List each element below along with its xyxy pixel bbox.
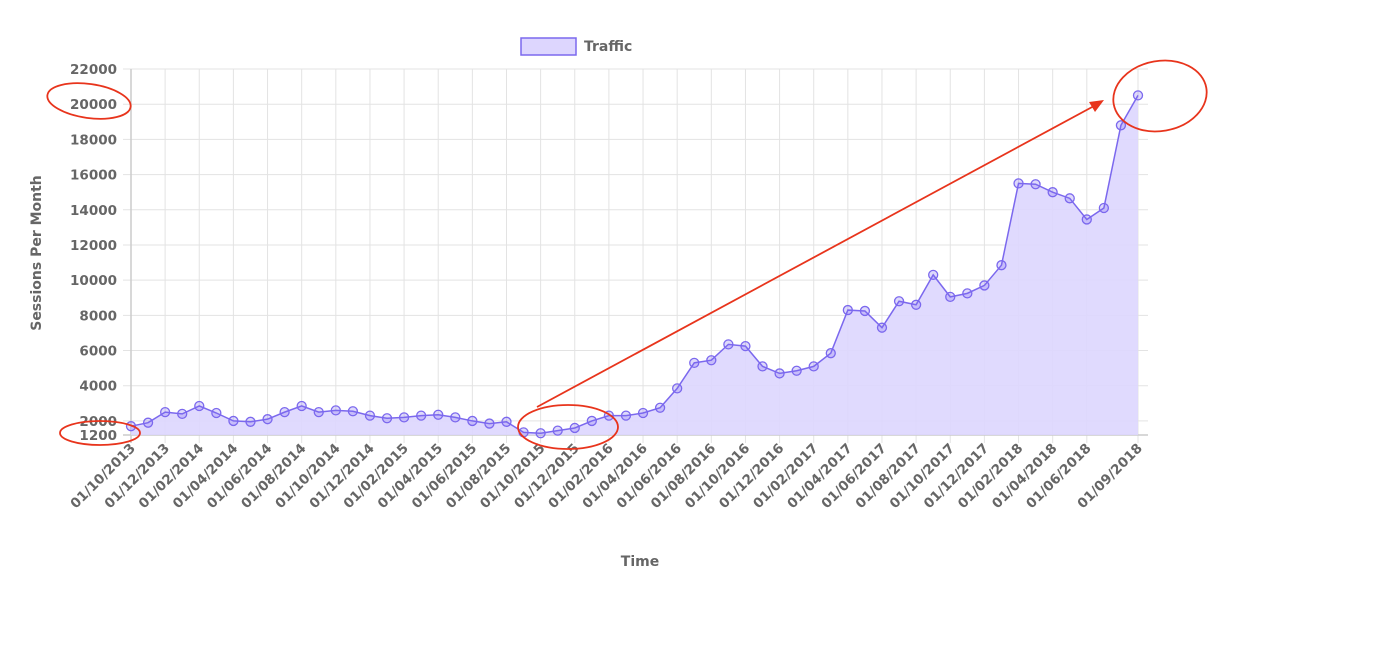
data-point[interactable]	[1132, 90, 1144, 101]
legend-label[interactable]: Traffic	[584, 39, 632, 55]
data-point[interactable]	[1098, 202, 1110, 214]
data-point[interactable]	[859, 305, 871, 317]
data-point[interactable]	[177, 408, 188, 420]
y-tick-label: 14000	[70, 203, 117, 219]
data-point[interactable]	[347, 406, 359, 417]
data-point[interactable]	[1013, 178, 1024, 189]
data-point[interactable]	[501, 416, 512, 427]
data-point[interactable]	[296, 400, 307, 412]
data-point[interactable]	[962, 288, 973, 299]
y-tick-label: 2000	[79, 414, 117, 430]
data-point[interactable]	[893, 296, 905, 307]
data-point[interactable]	[996, 260, 1007, 271]
data-point[interactable]	[808, 361, 819, 372]
data-point[interactable]	[910, 299, 922, 310]
data-point[interactable]	[535, 428, 546, 439]
arrow-head-icon	[1089, 100, 1104, 112]
annotation-ellipse-low	[517, 404, 619, 450]
data-point[interactable]	[159, 406, 171, 418]
data-point[interactable]	[672, 383, 683, 394]
legend-swatch[interactable]	[520, 37, 577, 56]
data-point[interactable]	[654, 402, 666, 413]
data-points	[125, 90, 1144, 439]
annotation-arrow-line	[536, 105, 1095, 408]
data-point[interactable]	[467, 415, 478, 427]
data-point[interactable]	[1115, 120, 1127, 131]
data-point[interactable]	[637, 407, 649, 419]
data-point[interactable]	[723, 339, 734, 350]
y-tick-label: 8000	[79, 308, 117, 324]
data-point[interactable]	[330, 405, 341, 416]
data-point[interactable]	[262, 414, 273, 425]
data-point[interactable]	[142, 417, 154, 428]
data-point[interactable]	[245, 416, 256, 427]
data-point[interactable]	[211, 407, 222, 419]
data-point[interactable]	[791, 365, 802, 376]
y-tick-label: 1200	[79, 428, 117, 444]
data-point[interactable]	[825, 348, 836, 359]
data-point[interactable]	[1030, 179, 1041, 190]
traffic-area	[130, 95, 1139, 436]
y-tick-label: 20000	[70, 97, 117, 113]
data-point[interactable]	[433, 409, 444, 420]
y-tick-label: 22000	[70, 62, 117, 78]
data-point[interactable]	[979, 280, 990, 291]
y-tick-label: 12000	[70, 238, 117, 254]
annotation-ellipse-1200	[59, 420, 141, 446]
data-point[interactable]	[1047, 187, 1058, 198]
data-point[interactable]	[689, 357, 700, 369]
y-axis-title: Sessions Per Month	[29, 175, 45, 331]
data-point[interactable]	[569, 422, 580, 434]
data-point[interactable]	[279, 406, 290, 418]
data-point[interactable]	[381, 413, 393, 424]
data-point[interactable]	[774, 368, 785, 379]
x-axis-title: Time	[621, 554, 659, 570]
data-point[interactable]	[228, 415, 239, 427]
y-tick-label: 18000	[70, 132, 117, 148]
y-tick-label: 10000	[70, 273, 117, 289]
data-point[interactable]	[757, 361, 768, 372]
data-point[interactable]	[876, 322, 888, 333]
x-axis-ticks: 01/10/201301/12/201301/02/201401/04/2014…	[67, 441, 1145, 512]
data-point[interactable]	[398, 412, 410, 423]
data-point[interactable]	[620, 410, 632, 421]
data-point[interactable]	[740, 340, 751, 352]
data-point[interactable]	[450, 412, 461, 423]
y-tick-label: 4000	[79, 379, 117, 395]
annotation-ellipse-peak	[1112, 59, 1208, 133]
y-tick-label: 6000	[79, 344, 117, 360]
data-point[interactable]	[313, 406, 324, 418]
y-tick-label: 16000	[70, 168, 117, 184]
legend[interactable]: Traffic	[520, 37, 632, 56]
annotation-ellipse-20000	[46, 82, 132, 120]
data-point[interactable]	[1081, 214, 1092, 225]
data-point[interactable]	[945, 291, 956, 303]
data-point[interactable]	[364, 410, 376, 421]
data-point[interactable]	[842, 304, 853, 316]
data-point[interactable]	[416, 410, 427, 421]
data-point[interactable]	[928, 269, 939, 281]
annotations	[46, 59, 1208, 450]
data-point[interactable]	[484, 418, 495, 429]
data-point[interactable]	[586, 415, 597, 427]
data-point[interactable]	[1064, 193, 1075, 204]
data-point[interactable]	[706, 355, 717, 366]
data-point[interactable]	[194, 400, 205, 412]
data-point[interactable]	[552, 425, 563, 436]
